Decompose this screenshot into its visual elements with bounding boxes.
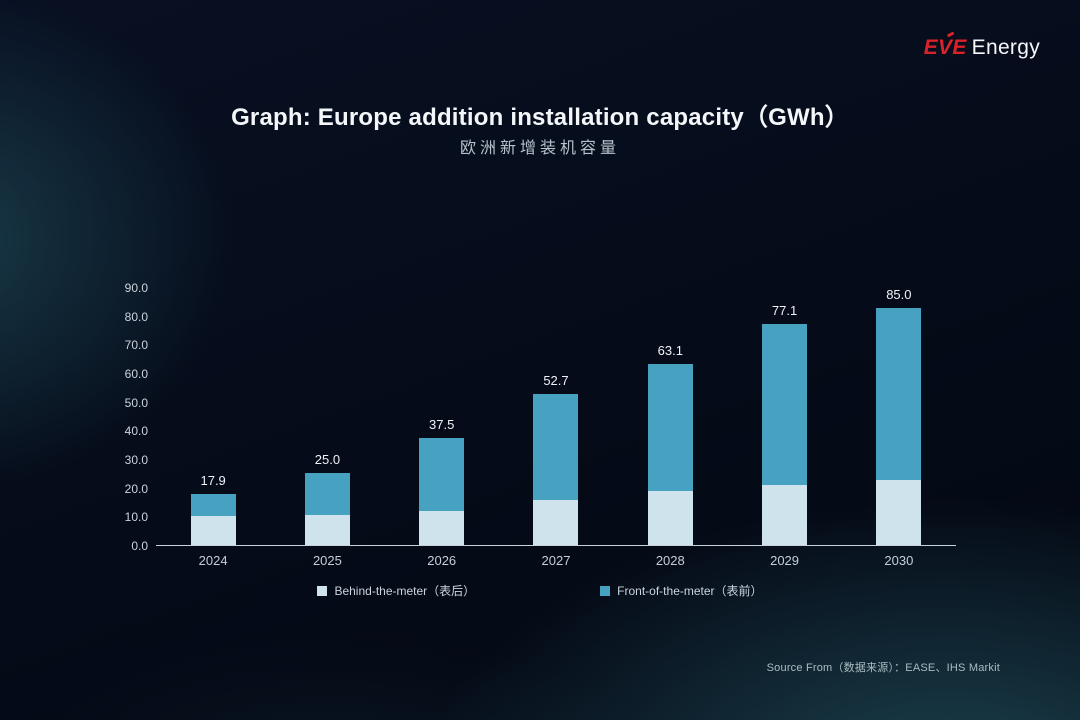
plot-area: 17.9 2024 25.0 2025 37.5 2026 52.7 2027 63.1 2028… [156, 287, 956, 567]
bar-segment-behind-the-meter [533, 499, 579, 545]
y-tick-label: 80.0 [124, 309, 148, 324]
y-tick-label: 20.0 [124, 481, 148, 496]
legend-label-behind-the-meter: Behind-the-meter（表后） [334, 584, 476, 598]
x-tick-label: 2029 [770, 553, 800, 568]
bar-segment-front-of-the-meter [190, 493, 236, 517]
legend-label-front-of-the-meter: Front-of-the-meter（表前） [617, 584, 763, 598]
bar-group-2030: 85.0 2030 [842, 287, 956, 567]
logo-suffix-text: Energy [971, 36, 1040, 59]
y-axis: 0.0 10.0 20.0 30.0 40.0 50.0 60.0 70.0 80.0 90.0 [0, 282, 148, 552]
bar-group-2027: 52.7 2027 [499, 288, 613, 567]
bar-total-label: 77.1 [771, 303, 798, 318]
y-tick-label: 90.0 [124, 281, 148, 295]
y-tick-label: 60.0 [124, 367, 148, 381]
bar-group-2029: 77.1 2029 [727, 288, 841, 567]
x-tick-label: 2026 [427, 553, 457, 568]
legend-swatch-behind-the-meter [317, 585, 328, 596]
eve-energy-logo: EVE Energy [924, 36, 1040, 60]
bar-group-2026: 37.5 2026 [385, 288, 499, 567]
bar-group-2025: 25.0 2025 [270, 288, 384, 567]
legend-item-front-of-the-meter: Front-of-the-meter（表前） [600, 582, 763, 599]
bar-segment-behind-the-meter [647, 490, 693, 545]
x-tick-label: 2027 [541, 553, 571, 568]
bar-segment-front-of-the-meter [304, 473, 350, 516]
chart-title: Graph: Europe addition installation capa… [231, 104, 849, 131]
y-tick-label: 0.0 [131, 539, 148, 553]
bar-segment-front-of-the-meter [876, 308, 922, 481]
x-tick-label: 2030 [884, 553, 914, 568]
bar-total-label: 37.5 [429, 416, 455, 432]
x-tick-label: 2028 [655, 553, 685, 568]
y-tick-label: 40.0 [124, 424, 148, 439]
y-tick-label: 70.0 [124, 338, 148, 353]
bar-segment-behind-the-meter [190, 516, 236, 545]
bar-segment-behind-the-meter [304, 515, 350, 545]
legend-item-behind-the-meter: Behind-the-meter（表后） [317, 582, 475, 599]
x-tick-label: 2025 [312, 553, 342, 568]
bar-segment-behind-the-meter [419, 511, 465, 545]
y-tick-label: 30.0 [124, 453, 148, 467]
bar-total-label: 52.7 [543, 372, 569, 388]
y-tick-label: 10.0 [124, 510, 148, 525]
chart-legend: Behind-the-meter（表后） Front-of-the-meter（… [0, 582, 1080, 599]
bar-total-label: 85.0 [886, 287, 912, 302]
bar-total-label: 17.9 [200, 472, 226, 488]
legend-swatch-front-of-the-meter [600, 585, 611, 596]
bar-segment-behind-the-meter [762, 484, 808, 545]
bar-segment-front-of-the-meter [647, 364, 693, 491]
logo-brand-text: EVE [923, 36, 967, 59]
bar-total-label: 25.0 [314, 452, 341, 468]
bar-total-label: 63.1 [657, 343, 683, 359]
chart-subtitle: 欧洲新增装机容量 [459, 140, 620, 157]
bar-segment-front-of-the-meter [533, 393, 579, 500]
bar-segment-front-of-the-meter [762, 324, 808, 485]
bar-segment-behind-the-meter [876, 480, 922, 545]
x-tick-label: 2024 [198, 553, 228, 568]
source-note: Source From（数据来源）：EASE、IHS Markit [766, 662, 1000, 674]
bar-group-2028: 63.1 2028 [613, 288, 727, 567]
bar-group-2024: 17.9 2024 [156, 288, 270, 567]
y-tick-label: 50.0 [124, 395, 148, 410]
bar-segment-front-of-the-meter [419, 437, 465, 512]
